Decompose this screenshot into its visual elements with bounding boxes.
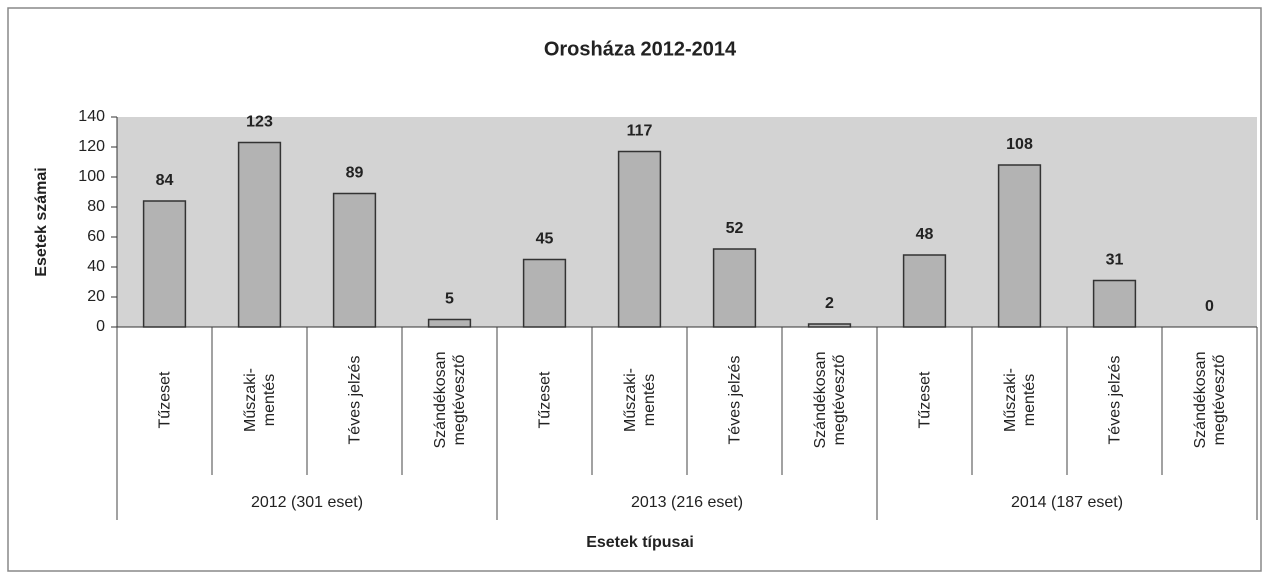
x-tick-label: Műszaki- mentés bbox=[1001, 367, 1038, 433]
value-label: 2 bbox=[825, 295, 834, 312]
x-tick-label: Téves jelzés bbox=[726, 355, 743, 445]
x-tick-label: Téves jelzés bbox=[346, 355, 363, 445]
chart-title: Orosháza 2012-2014 bbox=[544, 38, 737, 60]
value-label: 84 bbox=[156, 172, 174, 189]
bar bbox=[1092, 279, 1137, 328]
value-label: 108 bbox=[1006, 136, 1033, 153]
bar bbox=[237, 141, 282, 328]
bar bbox=[807, 323, 852, 328]
x-tick-label: Szándékosan megtévesztő bbox=[431, 351, 468, 449]
bar bbox=[997, 164, 1042, 328]
x-tick-label: Tűzeset bbox=[916, 371, 933, 429]
y-tick-label: 20 bbox=[87, 288, 105, 305]
x-axis-title: Esetek típusai bbox=[586, 534, 694, 551]
bar bbox=[522, 258, 567, 328]
value-label: 45 bbox=[536, 231, 554, 248]
bar bbox=[617, 150, 662, 328]
x-tick-label: Szándékosan megtévesztő bbox=[1191, 351, 1228, 449]
plot-area bbox=[117, 117, 1257, 327]
bar bbox=[332, 192, 377, 328]
value-label: 89 bbox=[346, 165, 364, 182]
group-label: 2014 (187 eset) bbox=[1011, 494, 1123, 511]
y-tick-label: 0 bbox=[96, 318, 105, 335]
x-tick-label: Téves jelzés bbox=[1106, 355, 1123, 445]
value-label: 0 bbox=[1205, 298, 1214, 315]
y-tick-label: 100 bbox=[78, 168, 105, 185]
x-tick-label: Tűzeset bbox=[156, 371, 173, 429]
x-tick-label: Szándékosan megtévesztő bbox=[811, 351, 848, 449]
y-tick-label: 40 bbox=[87, 258, 105, 275]
value-label: 48 bbox=[916, 226, 934, 243]
group-label: 2013 (216 eset) bbox=[631, 494, 743, 511]
group-label: 2012 (301 eset) bbox=[251, 494, 363, 511]
y-tick-label: 120 bbox=[78, 138, 105, 155]
bar bbox=[427, 318, 472, 328]
x-tick-label: Tűzeset bbox=[536, 371, 553, 429]
value-label: 31 bbox=[1106, 252, 1124, 269]
x-tick-label: Műszaki- mentés bbox=[241, 367, 278, 433]
value-label: 5 bbox=[445, 291, 454, 308]
y-tick-label: 140 bbox=[78, 108, 105, 125]
y-axis-title: Esetek számai bbox=[33, 167, 50, 276]
bar bbox=[142, 200, 187, 328]
y-tick-label: 60 bbox=[87, 228, 105, 245]
bar bbox=[902, 254, 947, 328]
y-tick-label: 80 bbox=[87, 198, 105, 215]
value-label: 123 bbox=[246, 114, 273, 131]
value-label: 52 bbox=[726, 220, 744, 237]
value-label: 117 bbox=[627, 123, 653, 140]
x-tick-label: Műszaki- mentés bbox=[621, 367, 658, 433]
bar bbox=[712, 248, 757, 328]
